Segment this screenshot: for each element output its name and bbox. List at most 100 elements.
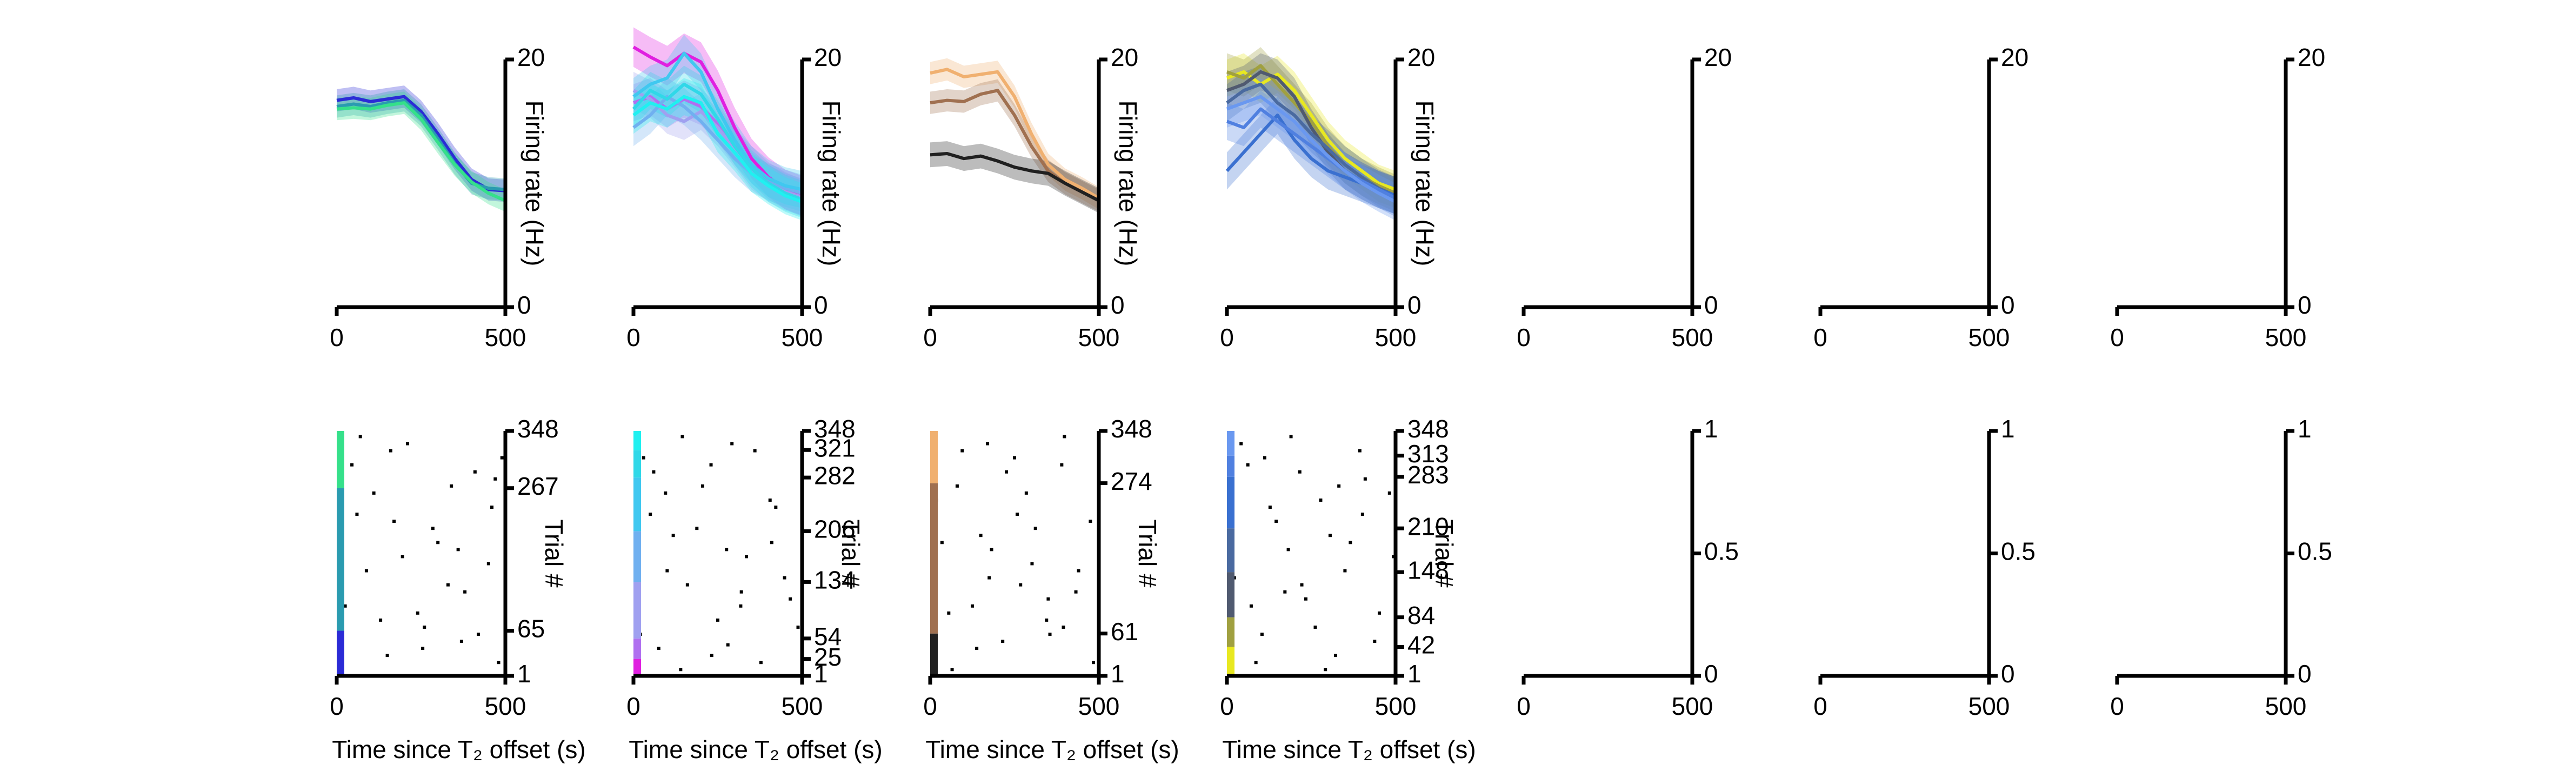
spike bbox=[652, 470, 656, 474]
spike bbox=[1363, 477, 1367, 481]
condition-segment bbox=[1227, 476, 1234, 529]
spike bbox=[421, 647, 425, 650]
y-axis-label: Firing rate (Hz) bbox=[1114, 101, 1142, 267]
spike bbox=[739, 604, 743, 608]
spike bbox=[1392, 555, 1396, 559]
spike bbox=[710, 654, 713, 658]
raster-panel: 0 500 0 0.5 1 bbox=[1813, 415, 2036, 720]
spike bbox=[671, 534, 675, 537]
spike bbox=[1283, 590, 1287, 594]
y-tick-label: 1 bbox=[517, 660, 531, 688]
y-tick-label: 348 bbox=[1407, 415, 1449, 443]
spike bbox=[1324, 668, 1327, 672]
spike bbox=[1313, 625, 1317, 629]
y-tick-label: 20 bbox=[2001, 43, 2028, 71]
y-tick-label: 20 bbox=[2298, 43, 2325, 71]
condition-segment bbox=[633, 477, 641, 532]
y-tick-label: 0 bbox=[2298, 291, 2312, 319]
spike bbox=[1298, 470, 1302, 474]
y-tick-label: 42 bbox=[1407, 631, 1435, 659]
spike bbox=[971, 604, 974, 608]
x-tick-label: 500 bbox=[485, 692, 526, 720]
spike bbox=[753, 449, 757, 453]
spike bbox=[700, 484, 704, 488]
series-line bbox=[632, 82, 803, 201]
spike bbox=[1030, 562, 1034, 566]
x-tick-label: 500 bbox=[1968, 323, 2010, 351]
condition-segment bbox=[337, 630, 344, 676]
condition-segment bbox=[930, 483, 938, 634]
y-tick-label: 1 bbox=[2298, 415, 2312, 443]
spike bbox=[783, 576, 786, 580]
condition-segment bbox=[930, 431, 938, 483]
spike bbox=[1378, 611, 1382, 615]
x-tick-label: 0 bbox=[330, 692, 344, 720]
spike bbox=[770, 541, 773, 544]
spike bbox=[665, 569, 669, 573]
spike bbox=[459, 640, 463, 643]
line-panel: 0 500 0 20 bbox=[2110, 43, 2325, 351]
spike bbox=[1358, 449, 1362, 453]
condition-segment bbox=[1227, 617, 1234, 647]
spike bbox=[987, 576, 991, 580]
spike bbox=[385, 654, 389, 658]
spike bbox=[768, 498, 772, 502]
spike bbox=[726, 643, 730, 647]
y-tick-label: 321 bbox=[814, 434, 856, 462]
x-tick-label: 0 bbox=[2110, 692, 2124, 720]
y-tick-label: 0 bbox=[1704, 660, 1718, 688]
raster-panel: 0 500 0 0.5 1 bbox=[2110, 415, 2332, 720]
line-panel: 0 500 0 20 Firing rate (Hz) bbox=[923, 43, 1142, 351]
y-tick-label: 20 bbox=[1407, 43, 1435, 71]
spike bbox=[490, 505, 494, 509]
y-tick-label: 206 bbox=[814, 515, 856, 543]
y-tick-label: 348 bbox=[814, 415, 856, 443]
line-panel: 0 500 0 20 bbox=[1517, 43, 1732, 351]
spike bbox=[679, 668, 683, 672]
y-tick-label: 0.5 bbox=[2298, 537, 2332, 566]
spike bbox=[1092, 661, 1096, 665]
y-axis-label: Trial # bbox=[837, 519, 865, 588]
condition-segment bbox=[633, 582, 641, 639]
x-tick-label: 0 bbox=[1220, 692, 1234, 720]
spike bbox=[1074, 590, 1078, 594]
spike bbox=[1337, 484, 1341, 488]
x-tick-label: 500 bbox=[1672, 692, 1713, 720]
y-tick-label: 25 bbox=[814, 643, 842, 671]
spike bbox=[759, 661, 763, 665]
y-tick-label: 1 bbox=[1704, 415, 1718, 443]
spike bbox=[1062, 625, 1065, 629]
y-tick-label: 1 bbox=[814, 660, 828, 688]
y-tick-label: 313 bbox=[1407, 440, 1449, 468]
spike bbox=[1319, 498, 1323, 502]
spike bbox=[709, 463, 713, 467]
spike bbox=[486, 562, 490, 566]
x-tick-label: 0 bbox=[330, 323, 344, 351]
error-band bbox=[633, 78, 802, 217]
y-tick-label: 134 bbox=[814, 566, 856, 594]
series-line bbox=[336, 95, 506, 192]
spike bbox=[456, 548, 460, 552]
spike bbox=[493, 477, 497, 481]
x-tick-label: 0 bbox=[626, 323, 640, 351]
line-panel: 0 500 0 20 Firing rate (Hz) bbox=[330, 43, 549, 351]
spike bbox=[1254, 661, 1258, 665]
condition-segment bbox=[633, 531, 641, 582]
spike bbox=[389, 449, 392, 453]
x-tick-label: 500 bbox=[2265, 692, 2307, 720]
y-tick-label: 283 bbox=[1407, 461, 1449, 489]
spike bbox=[1089, 520, 1092, 523]
spike bbox=[739, 590, 743, 594]
spike bbox=[401, 555, 404, 559]
x-axis-label: Time since T₂ offset (s) bbox=[332, 735, 585, 763]
spike bbox=[450, 484, 453, 488]
x-tick-label: 0 bbox=[923, 323, 937, 351]
spike bbox=[979, 534, 983, 537]
y-tick-label: 0 bbox=[2001, 291, 2015, 319]
condition-segment bbox=[633, 638, 641, 659]
y-tick-label: 148 bbox=[1407, 556, 1449, 584]
spike bbox=[774, 505, 778, 509]
x-tick-label: 500 bbox=[485, 323, 526, 351]
x-tick-label: 500 bbox=[2265, 323, 2307, 351]
